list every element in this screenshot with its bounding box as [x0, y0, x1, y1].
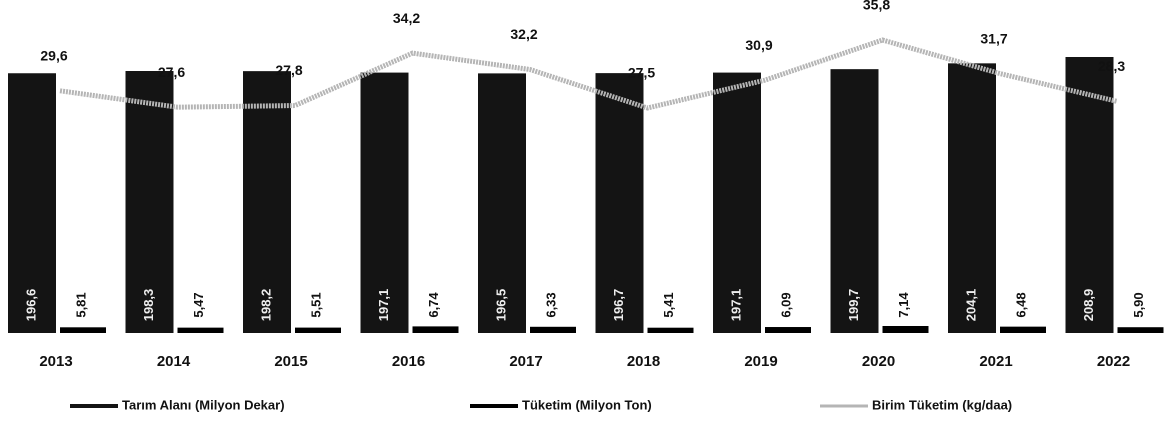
bar: [8, 73, 56, 333]
line-value-label: 27,8: [275, 62, 302, 78]
bar-value-label: 5,81: [73, 292, 88, 317]
bar: [1117, 327, 1164, 333]
bar: [177, 327, 224, 333]
x-tick-label: 2017: [509, 353, 542, 370]
bar: [1065, 57, 1114, 333]
bar-value-label: 5,47: [191, 292, 206, 317]
line-value-label: 35,8: [863, 0, 890, 13]
bar-value-label: 6,48: [1013, 292, 1028, 317]
bar: [595, 73, 644, 333]
bar-value-label: 7,14: [896, 292, 911, 318]
x-tick-label: 2016: [392, 353, 425, 370]
bar: [830, 69, 879, 334]
line-value-label: 34,2: [393, 10, 420, 26]
x-tick-label: 2022: [1097, 353, 1130, 370]
bar-value-label: 6,33: [543, 292, 558, 317]
bar-value-label: 197,1: [728, 289, 743, 322]
line-value-label: 30,9: [745, 37, 772, 53]
bar: [713, 72, 761, 333]
bar-value-label: 208,9: [1081, 289, 1096, 322]
x-tick-label: 2015: [274, 353, 307, 370]
bar-value-label: 199,7: [846, 289, 861, 322]
bar-value-label: 196,7: [611, 289, 626, 322]
bar: [243, 71, 291, 334]
bar: [360, 72, 409, 333]
bar-value-label: 196,5: [493, 289, 508, 322]
line-value-label: 27,6: [158, 64, 185, 80]
bar-value-label: 6,74: [426, 292, 441, 318]
bar: [125, 71, 174, 333]
bar: [882, 326, 929, 333]
x-tick-label: 2018: [627, 353, 660, 370]
bar-value-label: 5,41: [661, 292, 676, 317]
bar: [295, 327, 341, 333]
bar-value-label: 197,1: [376, 289, 391, 322]
bar-value-label: 196,6: [23, 289, 38, 322]
bar-value-label: 204,1: [963, 289, 978, 322]
bar-value-label: 5,90: [1131, 292, 1146, 317]
bar-value-label: 5,51: [308, 292, 323, 317]
bar-value-label: 198,2: [258, 289, 273, 322]
bar: [1000, 326, 1046, 333]
bar-value-label: 6,09: [778, 292, 793, 317]
line-value-label: 28,3: [1098, 58, 1125, 74]
legend-label: Birim Tüketim (kg/daa): [872, 397, 1012, 412]
bar: [478, 73, 526, 333]
x-tick-label: 2021: [979, 353, 1012, 370]
bar: [765, 327, 811, 333]
bar: [647, 327, 694, 333]
bar: [530, 326, 576, 333]
line-value-label: 29,6: [40, 47, 67, 63]
bar: [412, 326, 459, 333]
bar-value-label: 198,3: [141, 289, 156, 322]
bar: [60, 327, 106, 333]
line-value-label: 27,5: [628, 65, 655, 81]
x-tick-label: 2014: [157, 353, 191, 370]
line-value-label: 32,2: [510, 26, 537, 42]
legend-label: Tüketim (Milyon Ton): [522, 397, 652, 412]
legend-label: Tarım Alanı (Milyon Dekar): [122, 397, 285, 412]
bar: [948, 63, 996, 333]
line: [59, 37, 1119, 111]
line-value-label: 31,7: [980, 30, 1007, 46]
x-tick-label: 2013: [39, 353, 72, 370]
x-tick-label: 2019: [744, 353, 777, 370]
x-tick-label: 2020: [862, 353, 895, 370]
